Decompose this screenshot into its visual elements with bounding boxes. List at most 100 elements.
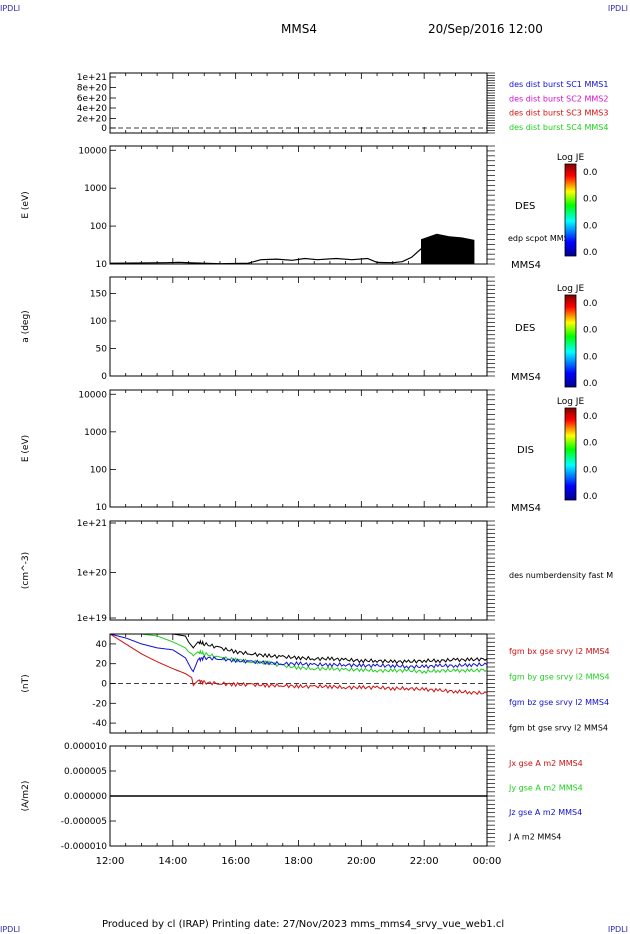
y-tick-label: 1e+20 <box>77 569 108 579</box>
y-tick-label: 0 <box>101 372 107 382</box>
y-tick-label: -0.000010 <box>61 842 107 852</box>
colorbar-tick-label: 0.0 <box>583 326 598 336</box>
x-tick-label: 18:00 <box>284 856 313 867</box>
y-axis-label: (cm^-3) <box>21 552 31 589</box>
y-axis-label: a (deg) <box>21 310 31 342</box>
datetime-title: 20/Sep/2016 12:00 <box>428 22 543 36</box>
colorbar-tick-label: 0.0 <box>583 352 598 362</box>
y-tick-label: 0 <box>101 124 107 134</box>
y-tick-label: 1e+21 <box>77 519 107 529</box>
y-tick-label: 100 <box>90 317 107 327</box>
colorbar-title: Log JE <box>557 397 585 407</box>
colorbar-tick-label: 0.0 <box>583 195 598 205</box>
legend-label: Jy gse A m2 MMS4 <box>508 784 583 793</box>
colorbar-tick-label: 0.0 <box>583 412 598 422</box>
y-tick-label: 10000 <box>78 390 107 400</box>
y-tick-label: 20 <box>96 660 108 670</box>
x-tick-label: 14:00 <box>158 856 187 867</box>
y-tick-label: 8e+20 <box>77 84 108 94</box>
y-axis-label: E (eV) <box>21 435 31 462</box>
legend-label: Jz gse A m2 MMS4 <box>508 808 582 817</box>
side-label: DIS <box>517 445 534 456</box>
colorbar-tick-label: 0.0 <box>583 439 598 449</box>
y-tick-label: 100 <box>90 465 107 475</box>
corner-label-top-left: IPDLI <box>0 4 21 13</box>
colorbar-title: Log JE <box>557 284 585 294</box>
y-tick-label: -0.000005 <box>61 817 107 827</box>
bottom-label: MMS4 <box>511 260 541 271</box>
legend-label: des dist burst SC1 MMS1 <box>509 80 608 89</box>
panel-frame <box>109 520 488 621</box>
legend-label: fgm bx gse srvy l2 MMS4 <box>509 647 610 656</box>
y-tick-label: -40 <box>92 719 107 729</box>
y-tick-label: 40 <box>96 640 108 650</box>
y-tick-label: 50 <box>96 345 108 355</box>
fgm-series-line <box>109 633 488 696</box>
colorbar-tick-label: 0.0 <box>583 465 598 475</box>
side-label: DES <box>515 323 535 334</box>
legend-label: fgm bt gse srvy l2 MMS4 <box>509 724 608 733</box>
spacecraft-title: MMS4 <box>281 22 317 36</box>
x-tick-label: 22:00 <box>410 856 439 867</box>
legend-label: des dist burst SC3 MMS3 <box>509 109 608 118</box>
y-tick-label: 0.000005 <box>64 767 107 777</box>
y-tick-label: 6e+20 <box>77 94 108 104</box>
legend-label: J A m2 MMS4 <box>508 833 561 842</box>
corner-label-bottom-left: IPDLI <box>0 925 21 934</box>
colorbar-tick-label: 0.0 <box>583 248 598 258</box>
legend-label: fgm bz gse srvy l2 MMS4 <box>509 698 609 707</box>
x-tick-label: 00:00 <box>473 856 502 867</box>
y-tick-label: 1e+19 <box>77 614 108 624</box>
bottom-label: MMS4 <box>511 372 541 383</box>
legend-label: des dist burst SC4 MMS4 <box>509 123 608 132</box>
overlay-series-band <box>421 233 475 264</box>
side-label: DES <box>515 201 535 212</box>
y-axis-label: E (eV) <box>21 191 31 218</box>
bottom-label: MMS4 <box>511 503 541 514</box>
panel-frame <box>109 72 488 134</box>
y-tick-label: 0.000000 <box>64 792 107 802</box>
y-tick-label: 1e+21 <box>77 73 107 83</box>
corner-label-top-right: IPDLI <box>607 4 628 13</box>
panel-frame <box>109 389 488 508</box>
colorbar-tick-label: 0.0 <box>583 168 598 178</box>
legend-label: Jx gse A m2 MMS4 <box>508 759 583 768</box>
y-tick-label: 4e+20 <box>77 104 108 114</box>
fgm-series-line <box>110 633 488 674</box>
colorbar <box>564 407 577 501</box>
overlay-series-line <box>109 242 475 265</box>
colorbar-tick-label: 0.0 <box>583 379 598 389</box>
y-tick-label: 1000 <box>84 428 107 438</box>
y-tick-label: 10 <box>96 503 108 513</box>
colorbar <box>564 163 577 257</box>
panel-frame <box>109 276 488 377</box>
corner-label-bottom-right: IPDLI <box>607 925 628 934</box>
colorbar <box>564 294 577 388</box>
x-tick-label: 20:00 <box>347 856 376 867</box>
x-tick-label: 16:00 <box>221 856 250 867</box>
y-axis-label: (nT) <box>21 674 31 692</box>
y-tick-label: 2e+20 <box>77 115 108 125</box>
legend-label: des numberdensity fast M <box>509 571 613 580</box>
x-tick-label: 12:00 <box>96 856 125 867</box>
colorbar-tick-label: 0.0 <box>583 492 598 502</box>
y-tick-label: -20 <box>92 699 107 709</box>
fgm-series-line <box>110 633 488 665</box>
legend-label: fgm by gse srvy l2 MMS4 <box>509 673 610 682</box>
footer-text: Produced by cl (IRAP) Printing date: 27/… <box>102 919 505 930</box>
colorbar-title: Log JE <box>557 153 585 163</box>
y-tick-label: 1000 <box>84 184 107 194</box>
fgm-series-line <box>109 633 488 673</box>
y-tick-label: 100 <box>90 222 107 232</box>
legend-label: des dist burst SC2 MMS2 <box>509 94 608 103</box>
y-axis-label: (A/m2) <box>21 781 31 812</box>
y-tick-label: 0.000010 <box>64 742 107 752</box>
y-tick-label: 150 <box>90 290 107 300</box>
overlay-label: edp scpot MMS4 <box>508 234 574 243</box>
y-tick-label: 0 <box>101 680 107 690</box>
y-tick-label: 10 <box>96 260 108 270</box>
colorbar-tick-label: 0.0 <box>583 299 598 309</box>
colorbar-tick-label: 0.0 <box>583 221 598 231</box>
y-tick-label: 10000 <box>78 146 107 156</box>
